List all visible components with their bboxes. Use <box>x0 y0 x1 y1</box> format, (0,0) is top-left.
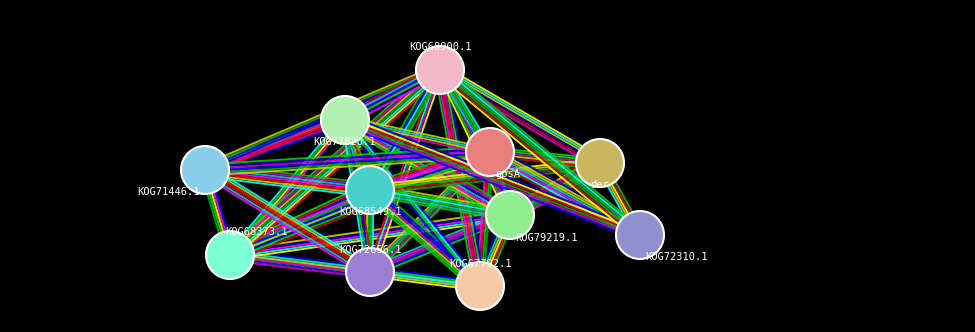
Text: KOG68900.1: KOG68900.1 <box>409 42 471 52</box>
Text: KOG77820.1: KOG77820.1 <box>314 137 376 147</box>
Text: KOG72310.1: KOG72310.1 <box>645 252 708 262</box>
Circle shape <box>416 46 464 94</box>
Circle shape <box>181 146 229 194</box>
Circle shape <box>321 96 369 144</box>
Circle shape <box>576 139 624 187</box>
Circle shape <box>466 128 514 176</box>
Circle shape <box>616 211 664 259</box>
Text: KOG71446.1: KOG71446.1 <box>137 187 200 197</box>
Text: gpsA: gpsA <box>495 169 520 179</box>
Circle shape <box>346 248 394 296</box>
Text: KOG68549.1: KOG68549.1 <box>338 207 402 217</box>
Circle shape <box>206 231 254 279</box>
Circle shape <box>456 262 504 310</box>
Circle shape <box>346 166 394 214</box>
Circle shape <box>486 191 534 239</box>
Text: der: der <box>591 180 609 190</box>
Text: KOG79219.1: KOG79219.1 <box>515 233 577 243</box>
Text: KOG67792.1: KOG67792.1 <box>448 259 511 269</box>
Text: KOG68373.1: KOG68373.1 <box>225 227 288 237</box>
Text: KOG72656.1: KOG72656.1 <box>338 245 402 255</box>
